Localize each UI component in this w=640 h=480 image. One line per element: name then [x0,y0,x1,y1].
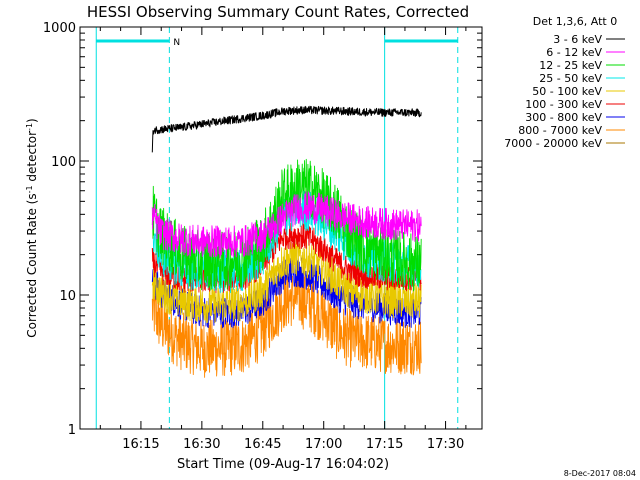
x-axis-label: Start Time (09-Aug-17 16:04:02) [177,457,389,472]
legend-label: 12 - 25 keV [539,59,602,72]
legend-header: Det 1,3,6, Att 0 [533,15,617,28]
x-tick-label: 17:15 [366,437,403,452]
y-tick-label: 10 [59,289,76,304]
series-line [151,105,422,153]
y-tick-label: 1 [68,423,76,438]
legend-label: 300 - 800 keV [525,111,602,124]
legend-label: 25 - 50 keV [539,72,602,85]
chart-title: HESSI Observing Summary Count Rates, Cor… [87,3,469,21]
series-line [151,270,422,378]
legend-label: 50 - 100 keV [532,85,602,98]
legend-label: 6 - 12 keV [546,46,602,59]
legend-label: 7000 - 20000 keV [504,137,602,150]
x-tick-label: 17:30 [427,437,464,452]
y-tick-label: 1000 [43,21,76,36]
series-line [151,238,422,324]
footer-timestamp: 8-Dec-2017 08:04 [564,469,636,478]
x-tick-label: 16:45 [244,437,281,452]
x-tick-label: 16:30 [183,437,220,452]
series-line [151,191,422,259]
x-tick-label: 17:00 [305,437,342,452]
y-tick-label: 100 [51,155,76,170]
x-tick-label: 16:15 [122,437,159,452]
y-axis-label: Corrected Count Rate (s-1 detector-1) [25,118,40,337]
legend-label: 800 - 7000 keV [518,124,602,137]
legend-label: 100 - 300 keV [525,98,602,111]
night-marker-label: N [173,38,180,48]
legend-label: 3 - 6 keV [553,33,602,46]
plot-frame [79,26,483,430]
